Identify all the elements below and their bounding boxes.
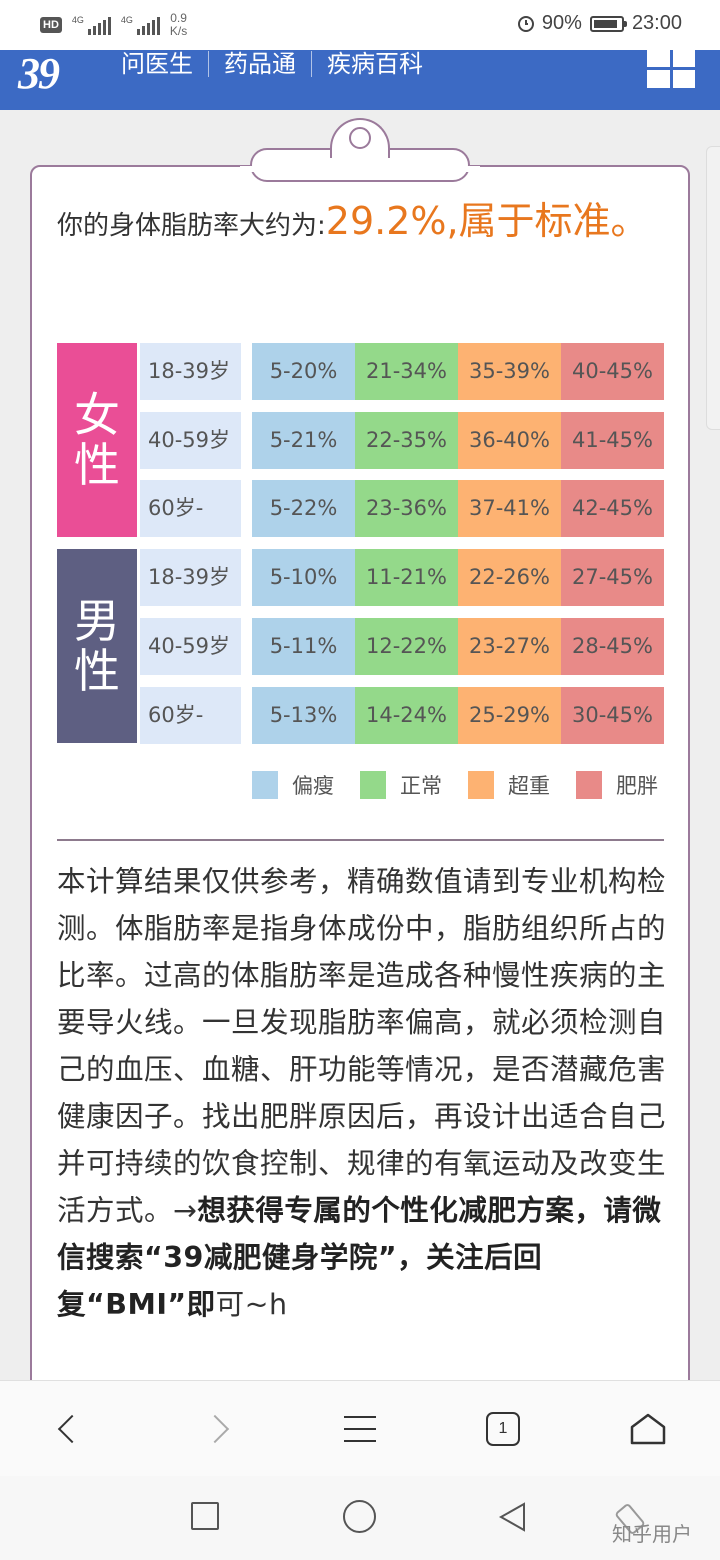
range-cell: 12-22% — [355, 617, 458, 675]
recents-icon[interactable] — [191, 1502, 219, 1530]
legend-label: 正常 — [400, 774, 442, 798]
status-bar: HD 4G 4G 0.9 K/s 90% 23:00 — [0, 0, 720, 50]
rotate-icon[interactable] — [612, 1500, 652, 1540]
range-cell: 21-34% — [355, 343, 458, 400]
tabs-button[interactable]: 1 — [463, 1381, 543, 1477]
legend-swatch — [576, 771, 602, 799]
divider — [57, 839, 664, 841]
back-triangle-icon[interactable] — [498, 1502, 528, 1532]
legend-swatch — [252, 771, 278, 799]
description-normal: 本计算结果仅供参考，精确数值请到专业机构检测。体脂肪率是指身体成份中，脂肪组织所… — [57, 865, 667, 1227]
legend-label: 超重 — [508, 774, 550, 798]
age-cell: 18-39岁 — [140, 549, 241, 607]
site-header: 39 问医生 药品通 疾病百科 — [0, 48, 720, 110]
range-cell: 22-35% — [355, 411, 458, 469]
watermark: 知乎用户 — [612, 1522, 692, 1546]
grid-menu-icon[interactable] — [647, 48, 695, 88]
legend-item: 超重 — [468, 770, 550, 800]
signal-icon: 4G — [72, 15, 111, 35]
gender-label: 男性 — [57, 549, 137, 744]
age-cell: 60岁- — [140, 686, 241, 744]
site-logo[interactable]: 39 — [18, 49, 60, 98]
legend-swatch — [468, 771, 494, 799]
legend: 偏瘦 正常 超重 肥胖 — [252, 770, 684, 800]
signal-icon: 4G — [121, 15, 160, 35]
range-cell: 5-13% — [252, 686, 355, 744]
range-cell: 5-10% — [252, 549, 355, 607]
forward-button[interactable] — [175, 1381, 255, 1477]
range-cell: 5-20% — [252, 343, 355, 400]
nav-ask-doctor[interactable]: 问医生 — [106, 51, 209, 77]
clock: 23:00 — [631, 12, 682, 34]
result-prefix: 你的身体脂肪率大约为: — [57, 211, 326, 241]
legend-label: 偏瘦 — [292, 774, 334, 798]
network-speed: 0.9 K/s — [169, 11, 188, 38]
tabs-icon: 1 — [486, 1412, 520, 1446]
range-cell: 22-26% — [458, 549, 561, 607]
hd-badge: HD — [40, 17, 62, 33]
legend-label: 肥胖 — [616, 774, 658, 798]
description-text: 本计算结果仅供参考，精确数值请到专业机构检测。体脂肪率是指身体成份中，脂肪组织所… — [57, 858, 669, 1328]
legend-item: 偏瘦 — [252, 770, 334, 800]
site-nav: 问医生 药品通 疾病百科 — [106, 50, 438, 78]
home-button[interactable] — [608, 1381, 688, 1477]
alarm-icon — [517, 15, 534, 32]
range-cell: 5-21% — [252, 411, 355, 469]
range-cell: 23-27% — [458, 617, 561, 675]
result-value: 29.2%,属于标准。 — [325, 199, 649, 243]
range-cell: 5-11% — [252, 617, 355, 675]
back-icon — [57, 1414, 87, 1444]
age-cell: 40-59岁 — [140, 617, 241, 675]
range-cell: 23-36% — [355, 480, 458, 538]
menu-icon — [344, 1416, 376, 1442]
range-cell: 42-45% — [561, 480, 664, 538]
range-cell: 14-24% — [355, 686, 458, 744]
side-panel-edge — [706, 146, 720, 430]
range-cell: 40-45% — [561, 343, 664, 400]
age-cell: 40-59岁 — [140, 411, 241, 469]
gender-label: 女性 — [57, 343, 137, 538]
menu-button[interactable] — [320, 1381, 400, 1477]
range-cell: 25-29% — [458, 686, 561, 744]
range-cell: 41-45% — [561, 411, 664, 469]
range-cell: 30-45% — [561, 686, 664, 744]
legend-item: 正常 — [360, 770, 442, 800]
forward-icon — [200, 1414, 230, 1444]
range-cell: 11-21% — [355, 549, 458, 607]
result-text: 你的身体脂肪率大约为:29.2%,属于标准。 — [57, 196, 657, 246]
browser-toolbar: 1 — [0, 1380, 720, 1477]
legend-item: 肥胖 — [576, 770, 658, 800]
battery-icon — [589, 15, 627, 32]
back-button[interactable] — [32, 1381, 112, 1477]
home-circle-icon[interactable] — [343, 1500, 376, 1533]
description-tail: 可~h — [215, 1288, 288, 1321]
home-icon — [630, 1413, 666, 1445]
battery-percent: 90% — [541, 12, 582, 34]
description-bold: 想获得专属的个性化减肥方案，请微信搜索“39减肥健身学院”，关注后回复“BMI”… — [57, 1194, 662, 1321]
range-cell: 35-39% — [458, 343, 561, 400]
nav-diseases[interactable]: 疾病百科 — [327, 50, 423, 78]
nav-drugs[interactable]: 药品通 — [209, 51, 312, 77]
range-cell: 5-22% — [252, 480, 355, 538]
legend-swatch — [360, 771, 386, 799]
range-cell: 27-45% — [561, 549, 664, 607]
range-cell: 37-41% — [458, 480, 561, 538]
range-cell: 28-45% — [561, 617, 664, 675]
range-cell: 36-40% — [458, 411, 561, 469]
card-hole-icon — [349, 127, 371, 149]
age-cell: 18-39岁 — [140, 343, 241, 400]
age-cell: 60岁- — [140, 480, 241, 538]
